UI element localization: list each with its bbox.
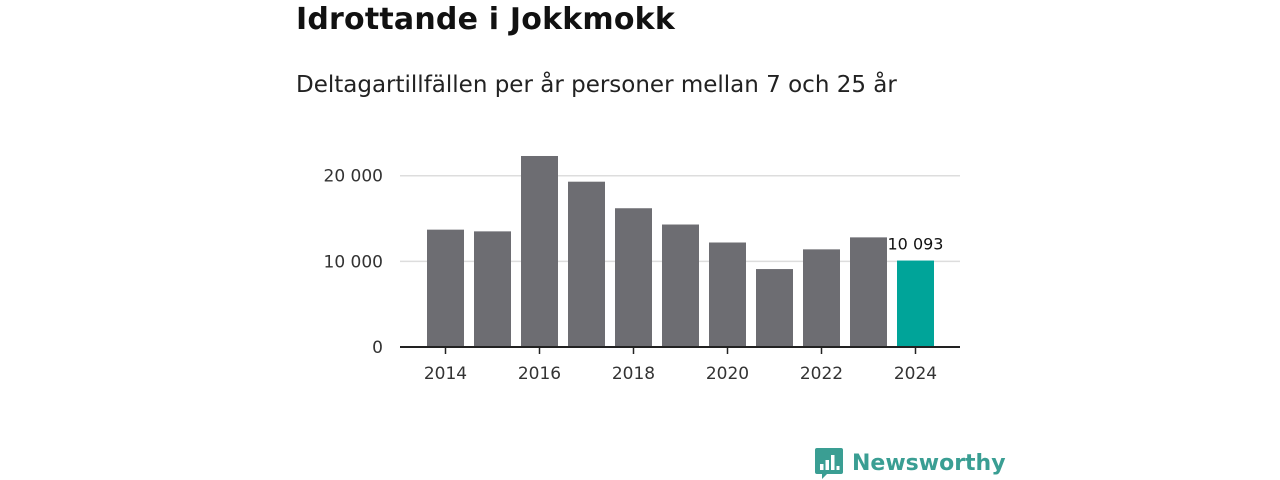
x-tick-label: 2020: [706, 364, 749, 384]
bar-2018: [615, 208, 652, 347]
bars: [427, 155, 934, 347]
chart-subtitle: Deltagartillfällen per år personer mella…: [296, 72, 897, 98]
x-tick-label: 2024: [894, 364, 937, 384]
x-tick-label: 2014: [424, 364, 467, 384]
bar-2015: [474, 231, 511, 347]
y-tick-label: 20 000: [324, 167, 383, 187]
bar-2016: [521, 155, 558, 347]
bar-2019: [662, 224, 699, 347]
bar-2024: [897, 260, 934, 347]
newsworthy-logo: Newsworthy: [814, 446, 1006, 480]
bar-2023: [850, 237, 887, 347]
labels: 0 10 000 20 000 2014 2016 2018 2020 2022 2024 10 …: [324, 167, 944, 384]
x-tick-label: 2018: [612, 364, 655, 384]
bar-2022: [803, 249, 840, 347]
y-tick-label: 0: [372, 338, 383, 358]
bar-2014: [427, 229, 464, 347]
brand-name: Newsworthy: [852, 450, 1006, 476]
axes: [400, 346, 960, 354]
y-tick-label: 10 000: [324, 252, 383, 272]
x-tick-label: 2016: [518, 364, 561, 384]
bar-chart-bubble-icon: [815, 448, 843, 479]
chart-title: Idrottande i Jokkmokk: [296, 2, 675, 37]
bar-2021: [756, 269, 793, 347]
bar-2017: [568, 181, 605, 347]
bar-2020: [709, 242, 746, 347]
data-label: 10 093: [888, 235, 944, 254]
x-tick-label: 2022: [800, 364, 843, 384]
